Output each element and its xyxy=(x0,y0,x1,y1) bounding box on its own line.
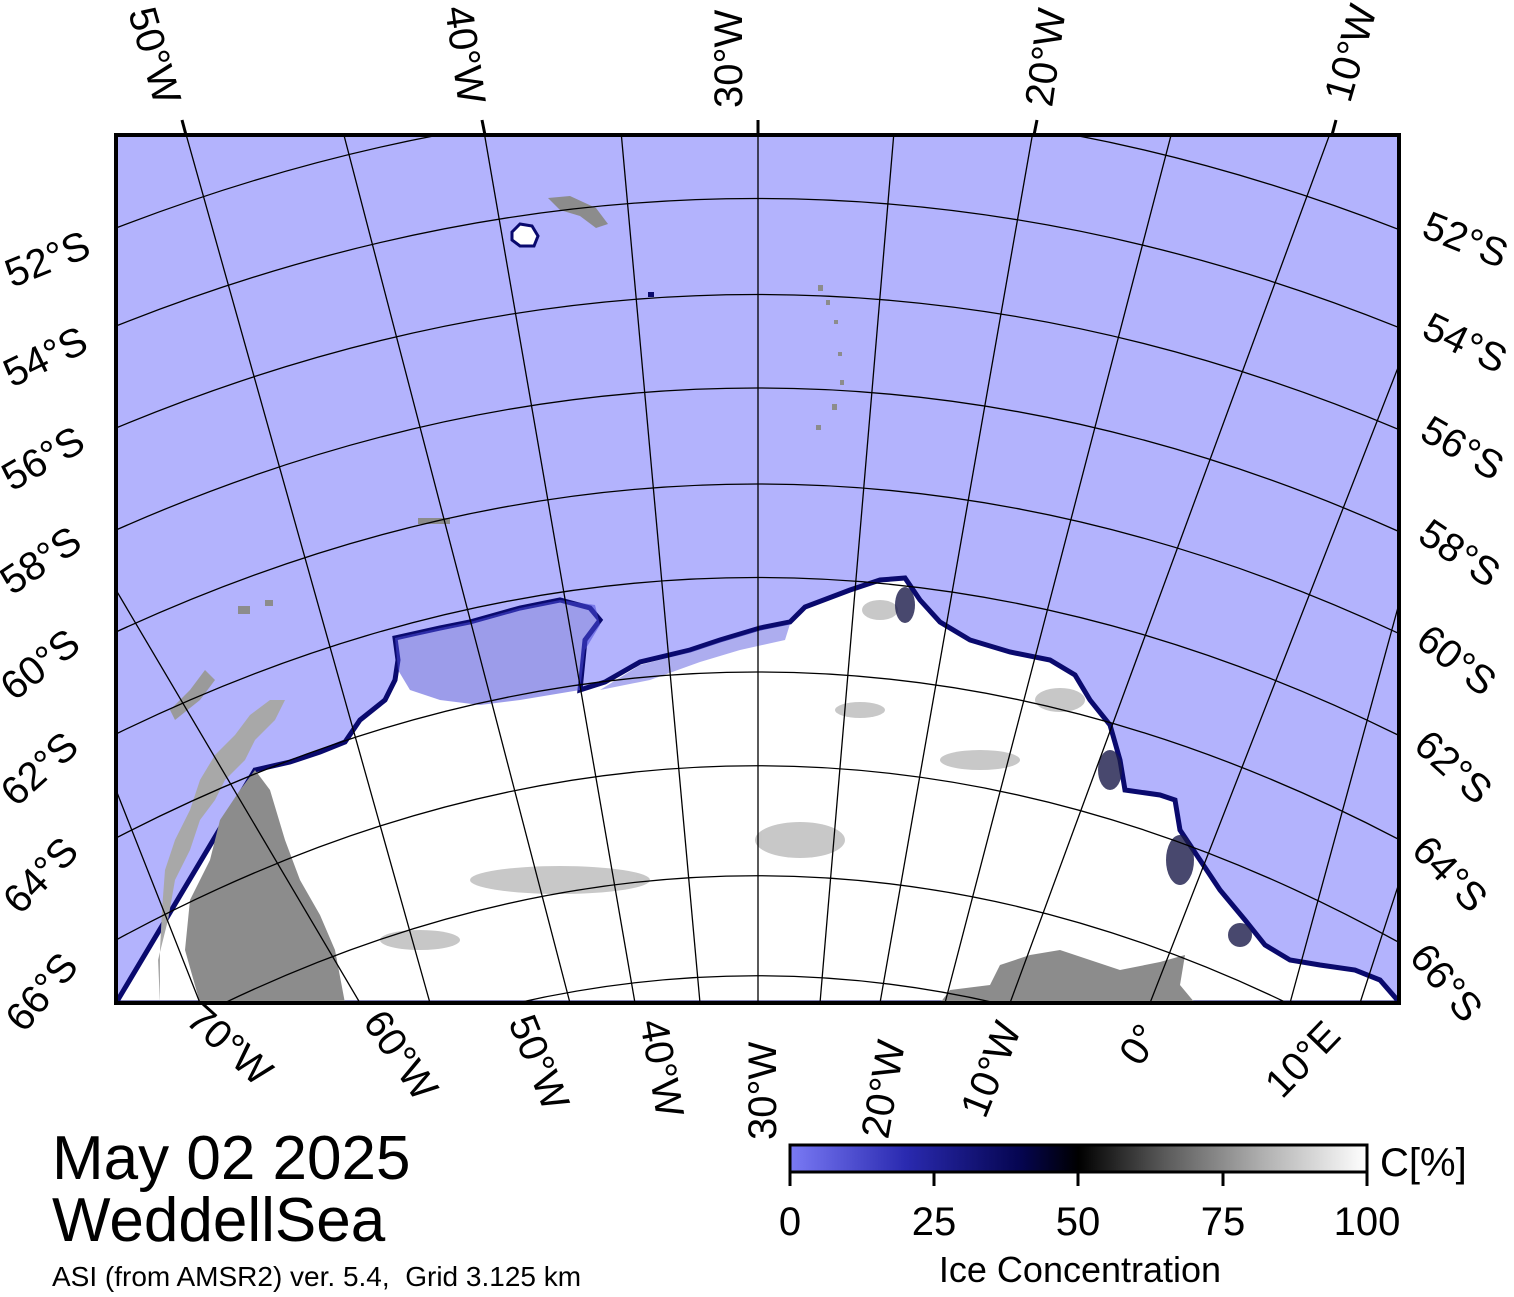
colorbar-tick-label: 75 xyxy=(1201,1200,1246,1244)
left-lat-label: 58°S xyxy=(0,518,89,603)
top-lon-label: 40°W xyxy=(436,3,493,107)
shag-rocks-land xyxy=(548,196,608,228)
map-region: WeddellSea xyxy=(52,1186,386,1255)
antarctic-peninsula xyxy=(185,770,345,1003)
top-lon-label: 50°W xyxy=(119,2,188,109)
colorbar-title: Ice Concentration xyxy=(939,1249,1221,1290)
left-lat-label: 60°S xyxy=(0,621,88,709)
left-lat-label: 66°S xyxy=(0,945,87,1040)
colorbar-tick-label: 100 xyxy=(1334,1200,1401,1244)
top-lon-label: 10°W xyxy=(1316,0,1385,106)
colorbar-tick-label: 25 xyxy=(912,1200,957,1244)
ice-edge-dark xyxy=(895,587,1252,947)
colorbar-gradient xyxy=(788,1143,1369,1174)
colorbar-tick-label: 0 xyxy=(779,1200,801,1244)
top-lon-labels: 50°W 40°W 30°W 20°W 10°W xyxy=(119,0,1385,109)
colorbar-tick-label: 50 xyxy=(1056,1200,1101,1244)
left-lat-label: 54°S xyxy=(0,318,94,396)
ice-texture xyxy=(380,600,1085,950)
right-lat-label: 60°S xyxy=(1408,616,1504,704)
right-lat-label: 62°S xyxy=(1406,722,1500,813)
south-georgia-island xyxy=(510,222,540,248)
marginal-ice-area xyxy=(395,600,600,705)
queen-maud-land xyxy=(940,950,1195,1003)
colorbar-unit: C[%] xyxy=(1380,1141,1467,1185)
bottom-lon-label: 60°W xyxy=(355,1002,447,1108)
left-lat-label: 52°S xyxy=(0,223,96,296)
map-date: May 02 2025 xyxy=(52,1124,411,1193)
right-lat-label: 54°S xyxy=(1416,305,1514,383)
left-lat-labels: 52°S 54°S 56°S 58°S 60°S 62°S 64°S 66°S xyxy=(0,223,96,1040)
colorbar: C[%] 0 25 50 75 100 Ice Concentration xyxy=(779,1141,1467,1290)
top-lon-label: 20°W xyxy=(1017,6,1074,110)
top-ticks xyxy=(180,119,1338,136)
right-lat-label: 58°S xyxy=(1411,511,1508,596)
south-sandwich-islands xyxy=(816,285,844,430)
left-lat-label: 62°S xyxy=(0,724,87,815)
right-lat-label: 56°S xyxy=(1414,408,1511,490)
right-lat-label: 64°S xyxy=(1404,828,1496,921)
bottom-lon-label: 10°E xyxy=(1257,1013,1349,1106)
peninsula-islands xyxy=(158,700,285,1003)
bottom-lon-label: 30°W xyxy=(741,1042,785,1140)
left-lat-label: 56°S xyxy=(0,418,92,500)
colorbar-ticks xyxy=(788,1172,1369,1186)
bottom-lon-label: 50°W xyxy=(500,1009,578,1117)
bottom-lon-label: 0° xyxy=(1111,1017,1169,1073)
marginal-ice-band xyxy=(600,624,790,690)
bottom-lon-label: 70°W xyxy=(178,996,281,1095)
data-source-note: ASI (from AMSR2) ver. 5.4, Grid 3.125 km xyxy=(52,1261,582,1292)
south-shetland-islands xyxy=(170,670,215,720)
right-lat-label: 52°S xyxy=(1417,204,1514,277)
bottom-lon-label: 10°W xyxy=(953,1016,1031,1124)
bottom-lon-label: 20°W xyxy=(854,1037,914,1142)
top-lon-label: 30°W xyxy=(707,10,751,108)
bottom-lon-label: 40°W xyxy=(631,1016,691,1121)
right-lat-label: 66°S xyxy=(1401,936,1491,1031)
longitude-lines xyxy=(116,135,1399,1003)
bottom-lon-labels: 70°W 60°W 50°W 40°W 30°W 20°W 10°W 0° 10… xyxy=(178,996,1349,1142)
right-lat-labels: 52°S 54°S 56°S 58°S 60°S 62°S 64°S 66°S xyxy=(1401,204,1514,1031)
latitude-lines xyxy=(116,135,1399,1003)
left-lat-label: 64°S xyxy=(0,829,87,922)
